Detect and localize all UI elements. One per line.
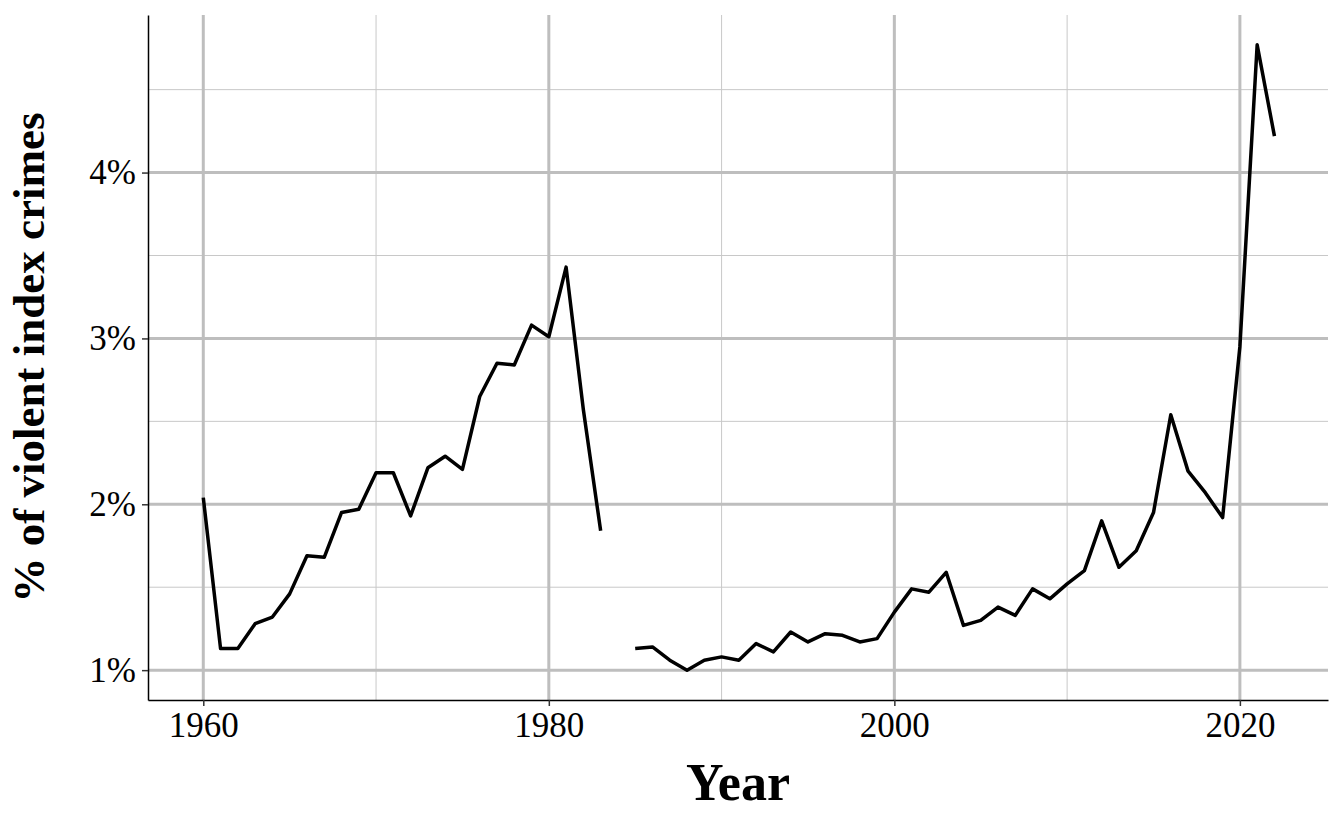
- x-tick: 1960: [169, 700, 239, 745]
- y-tick-mark: [142, 338, 148, 340]
- minor-grid-line: [148, 587, 1328, 588]
- grid-line: [148, 669, 1328, 672]
- y-tick: 2%: [89, 485, 148, 524]
- grid-line: [202, 15, 205, 700]
- x-tick: 2020: [1205, 700, 1275, 745]
- y-tick-mark: [142, 172, 148, 174]
- y-tick-label: 1%: [89, 651, 136, 690]
- x-tick: 2000: [860, 700, 930, 745]
- chart: 1960 1980 2000 2020 1% 2% 3% 4% Year % of violent…: [0, 0, 1344, 830]
- grid-line: [148, 503, 1328, 506]
- x-tick: 1980: [514, 700, 584, 745]
- minor-grid-line: [721, 15, 722, 700]
- x-axis: 1960 1980 2000 2020: [149, 700, 1329, 745]
- y-tick-label: 2%: [89, 485, 136, 524]
- minor-grid-line: [148, 421, 1328, 422]
- minor-grid-line: [148, 89, 1328, 90]
- grid-line: [893, 15, 896, 700]
- x-tick-label: 2000: [860, 706, 930, 745]
- grid-line: [148, 337, 1328, 340]
- y-tick-label: 3%: [89, 319, 136, 358]
- y-tick-mark: [142, 670, 148, 672]
- y-tick: 3%: [89, 319, 148, 358]
- minor-grid-line: [148, 255, 1328, 256]
- y-axis-title: % of violent index crimes: [4, 113, 54, 603]
- minor-grid-line: [1067, 15, 1068, 700]
- x-tick-label: 1960: [169, 706, 239, 745]
- minor-grid-line: [376, 15, 377, 700]
- grid-line: [547, 15, 550, 700]
- line: [203, 45, 1274, 670]
- y-tick: 4%: [89, 153, 148, 192]
- x-axis-line: [149, 700, 1329, 702]
- x-tick-label: 2020: [1205, 706, 1275, 745]
- x-axis-title: Year: [686, 754, 790, 811]
- x-tick-label: 1980: [514, 706, 584, 745]
- y-tick-label: 4%: [89, 153, 136, 192]
- y-axis: 1% 2% 3% 4%: [89, 16, 148, 701]
- plot-area: [203, 45, 1274, 670]
- grid-line: [148, 171, 1328, 174]
- y-tick: 1%: [89, 651, 148, 690]
- y-tick-mark: [142, 504, 148, 506]
- grid: [148, 15, 1328, 700]
- y-axis-line: [148, 16, 150, 701]
